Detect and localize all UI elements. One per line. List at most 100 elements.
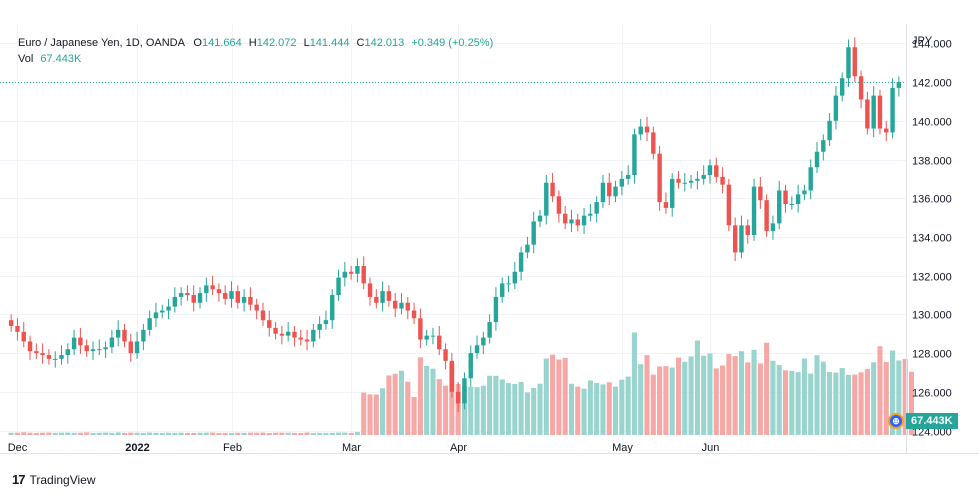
volume-bar bbox=[531, 387, 537, 435]
price-tick-label: 126.000 bbox=[912, 388, 952, 400]
volume-bar bbox=[134, 432, 140, 435]
candle-body bbox=[739, 225, 744, 253]
candle-body bbox=[153, 312, 159, 319]
volume-bar bbox=[713, 368, 719, 435]
candle-body bbox=[789, 204, 795, 206]
volume-bar bbox=[795, 372, 801, 435]
time-tick-label: Feb bbox=[223, 442, 242, 454]
candle-body bbox=[285, 331, 291, 336]
candle-body bbox=[134, 341, 140, 354]
volume-bar bbox=[858, 372, 864, 435]
candle-body bbox=[449, 360, 455, 392]
candle-body bbox=[663, 202, 669, 208]
time-tick-label: Mar bbox=[342, 442, 361, 454]
price-axis[interactable]: 124.000 126.000 128.000 130.000 132.000 134.0… bbox=[912, 39, 952, 439]
candle-body bbox=[348, 271, 354, 274]
candle-body bbox=[500, 283, 505, 297]
candle-body bbox=[594, 202, 599, 214]
exchange-logo-icon: ⊕ bbox=[888, 413, 904, 429]
candle-body bbox=[865, 99, 870, 129]
volume-bar bbox=[663, 366, 669, 435]
time-axis[interactable]: Dec 2022 Feb Mar Apr May Jun bbox=[8, 442, 720, 454]
candle-body bbox=[481, 337, 486, 346]
candle-body bbox=[336, 277, 341, 296]
volume-bar bbox=[612, 386, 619, 435]
candle-body bbox=[367, 283, 373, 297]
candle-body bbox=[46, 355, 52, 359]
volume-bar bbox=[216, 432, 222, 435]
volume-bar bbox=[392, 373, 398, 435]
candle-body bbox=[455, 391, 461, 404]
volume-bar bbox=[487, 375, 493, 435]
volume-bar bbox=[172, 432, 178, 435]
chart-grid bbox=[0, 24, 906, 453]
candle-body bbox=[474, 345, 480, 354]
volume-bar bbox=[845, 374, 852, 435]
candle-body bbox=[216, 289, 222, 294]
candle-body bbox=[531, 221, 536, 245]
candle-body bbox=[191, 295, 196, 303]
volume-bar bbox=[285, 432, 291, 435]
volume-bar bbox=[210, 432, 216, 435]
volume-bar bbox=[178, 432, 184, 435]
tradingview-brand[interactable]: 17 TradingView bbox=[12, 472, 96, 487]
candle-body bbox=[292, 331, 297, 338]
candle-body bbox=[833, 95, 839, 121]
candle-body bbox=[518, 252, 524, 272]
volume-bar bbox=[90, 432, 96, 435]
volume-bar bbox=[606, 382, 612, 435]
volume-bar bbox=[58, 432, 65, 435]
candle-body bbox=[437, 335, 442, 350]
candle-body bbox=[487, 322, 492, 338]
volume-bar bbox=[550, 354, 556, 435]
volume-bar bbox=[121, 432, 128, 435]
volume-bar bbox=[543, 358, 549, 435]
volume-bar bbox=[801, 358, 807, 435]
volume-bar bbox=[279, 432, 285, 435]
volume-bar bbox=[518, 381, 524, 435]
volume-bar bbox=[417, 357, 423, 435]
candle-body bbox=[701, 174, 706, 179]
volume-bar bbox=[241, 432, 247, 435]
volume-bar bbox=[386, 375, 392, 435]
volume-bar bbox=[77, 432, 83, 435]
candle-body bbox=[758, 186, 763, 201]
volume-bar bbox=[46, 432, 52, 435]
candle-body bbox=[323, 320, 329, 325]
candle-body bbox=[298, 337, 303, 340]
candle-body bbox=[600, 182, 606, 203]
volume-bar bbox=[587, 380, 593, 435]
candle-body bbox=[342, 271, 348, 278]
volume-bar bbox=[877, 346, 883, 435]
volume-bar bbox=[329, 432, 335, 435]
volume-bar bbox=[890, 350, 896, 435]
candle-body bbox=[688, 180, 694, 183]
candle-body bbox=[852, 47, 857, 77]
volume-bar bbox=[184, 433, 190, 435]
volume-bar bbox=[342, 432, 348, 435]
candle-body bbox=[512, 271, 518, 284]
candle-body bbox=[355, 265, 360, 274]
volume-bar bbox=[682, 361, 688, 435]
candle-body bbox=[235, 291, 240, 303]
candle-body bbox=[638, 126, 643, 135]
candle-body bbox=[229, 291, 234, 299]
price-tick-label: 130.000 bbox=[912, 310, 952, 322]
volume-bar bbox=[304, 432, 310, 435]
volume-bar bbox=[317, 432, 323, 435]
candle-body bbox=[27, 341, 33, 352]
volume-bar bbox=[833, 372, 839, 435]
candle-body bbox=[525, 244, 530, 253]
volume-bar bbox=[738, 351, 745, 435]
candle-body bbox=[317, 324, 322, 330]
volume-bar bbox=[14, 432, 20, 435]
candle-body bbox=[128, 341, 133, 354]
low-value: 141.444 bbox=[309, 37, 350, 49]
volume-bar bbox=[814, 355, 820, 435]
candle-body bbox=[443, 349, 448, 361]
low-label: L bbox=[303, 37, 310, 49]
volume-bar bbox=[203, 432, 209, 435]
symbol-title[interactable]: Euro / Japanese Yen, 1D, OANDA bbox=[18, 37, 185, 49]
time-tick-label: Jun bbox=[702, 442, 720, 454]
